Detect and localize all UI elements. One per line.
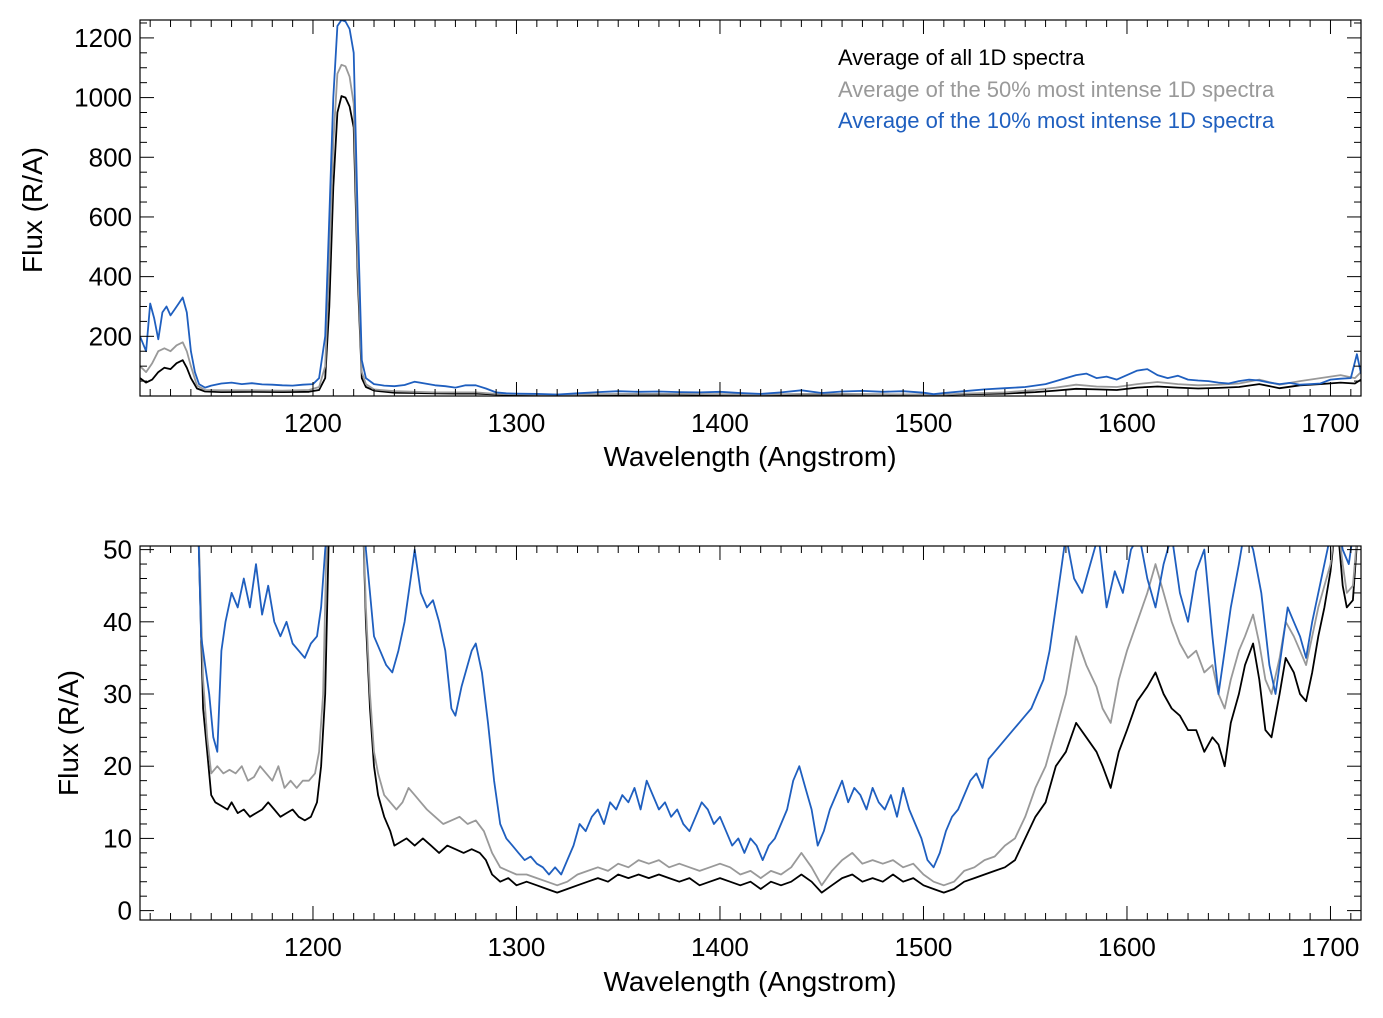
bottom-panel: 1200 1300 1400 1500 1600 1700 0 10 20 30 40 50 Wave… xyxy=(53,535,1362,997)
top-x-tick-label-1500: 1500 xyxy=(895,408,953,438)
bottom-series-line-2 xyxy=(197,546,1353,876)
top-y-axis-label: Flux (R/A) xyxy=(17,147,48,273)
bottom-y-tick-label-50: 50 xyxy=(103,535,132,565)
top-y-tick-label-200: 200 xyxy=(89,321,132,351)
top-plot-frame xyxy=(139,19,1362,397)
top-x-tick-label-1200: 1200 xyxy=(284,408,342,438)
top-axes: 1200 1300 1400 1500 1600 1700 200 400 600 800 1000… xyxy=(74,20,1361,438)
bottom-plot-frame xyxy=(139,545,1362,921)
top-x-tick-label-1700: 1700 xyxy=(1302,408,1360,438)
bottom-y-tick-label-0: 0 xyxy=(118,896,132,926)
bottom-x-tick-label-1200: 1200 xyxy=(284,932,342,962)
top-y-tick-label-400: 400 xyxy=(89,262,132,292)
bottom-y-tick-label-30: 30 xyxy=(103,679,132,709)
bottom-x-tick-label-1500: 1500 xyxy=(895,932,953,962)
legend-entry-all: Average of all 1D spectra xyxy=(838,45,1085,70)
bottom-y-tick-label-10: 10 xyxy=(103,823,132,853)
top-x-axis-label: Wavelength (Angstrom) xyxy=(603,441,896,472)
legend: Average of all 1D spectra Average of the… xyxy=(838,45,1275,133)
top-y-tick-label-1000: 1000 xyxy=(74,83,132,113)
bottom-series-group xyxy=(197,546,1358,894)
bottom-x-tick-label-1400: 1400 xyxy=(691,932,749,962)
bottom-x-tick-label-1600: 1600 xyxy=(1098,932,1156,962)
top-x-tick-label-1400: 1400 xyxy=(691,408,749,438)
top-x-tick-label-1300: 1300 xyxy=(488,408,546,438)
top-x-tick-label-1600: 1600 xyxy=(1098,408,1156,438)
bottom-x-tick-label-1700: 1700 xyxy=(1302,932,1360,962)
top-y-tick-label-800: 800 xyxy=(89,142,132,172)
legend-entry-10pct: Average of the 10% most intense 1D spect… xyxy=(838,108,1275,133)
bottom-x-tick-label-1300: 1300 xyxy=(488,932,546,962)
bottom-series-line-0 xyxy=(197,546,1358,894)
bottom-series-line-1 xyxy=(198,546,1358,887)
bottom-axes: 1200 1300 1400 1500 1600 1700 0 10 20 30 40 50 xyxy=(103,535,1361,962)
bottom-y-tick-label-20: 20 xyxy=(103,751,132,781)
top-y-tick-label-600: 600 xyxy=(89,202,132,232)
legend-entry-50pct: Average of the 50% most intense 1D spect… xyxy=(838,77,1275,102)
bottom-x-axis-label: Wavelength (Angstrom) xyxy=(603,966,896,997)
top-y-tick-label-1200: 1200 xyxy=(74,23,132,53)
top-panel: 1200 1300 1400 1500 1600 1700 200 400 600 800 1000… xyxy=(17,19,1362,472)
bottom-y-axis-label: Flux (R/A) xyxy=(53,670,84,796)
bottom-y-tick-label-40: 40 xyxy=(103,607,132,637)
